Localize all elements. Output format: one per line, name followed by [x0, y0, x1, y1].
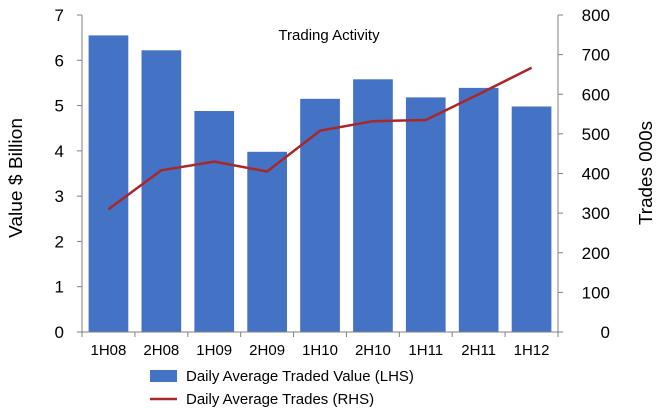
right-tick-label: 800 [582, 6, 610, 25]
legend: Daily Average Traded Value (LHS) Daily A… [150, 368, 414, 408]
left-tick-label: 1 [55, 278, 64, 297]
left-tick-label: 4 [55, 142, 64, 161]
bar-2H09 [247, 151, 287, 332]
x-tick-label: 1H09 [196, 342, 232, 359]
right-tick-label: 600 [582, 85, 610, 104]
bar-1H09 [194, 111, 235, 332]
legend-label-bar: Daily Average Traded Value (LHS) [186, 368, 414, 385]
bar-1H08 [88, 35, 129, 333]
bar-2H11 [458, 87, 499, 333]
x-tick-label: 1H11 [408, 342, 443, 359]
right-tick-label: 400 [582, 165, 610, 184]
trades-line [107, 66, 533, 211]
right-tick-label: 700 [582, 46, 610, 65]
left-tick-label: 3 [55, 187, 64, 206]
bar-1H12 [511, 106, 552, 332]
bar-1H11 [405, 97, 446, 333]
left-tick-label: 6 [55, 51, 64, 70]
right-axis-ticks: 0 100 200 300 400 500 600 700 800 [558, 6, 610, 342]
x-tick-label: 2H11 [461, 342, 496, 359]
right-tick-label: 0 [601, 323, 610, 342]
x-tick-label: 2H10 [355, 342, 391, 359]
left-tick-label: 2 [55, 232, 64, 251]
x-tick-label: 2H08 [143, 342, 179, 359]
right-tick-label: 200 [582, 244, 610, 263]
right-axis-title: Trades 000s [636, 121, 656, 225]
x-axis-ticks: 1H08 2H08 1H09 2H09 1H10 2H10 1H11 2H11 1H12 [81, 332, 559, 359]
chart-title: Trading Activity [278, 27, 380, 44]
left-tick-label: 7 [55, 6, 64, 25]
right-tick-label: 100 [582, 283, 610, 302]
line-series [107, 66, 533, 211]
x-tick-label: 2H09 [249, 342, 285, 359]
legend-label-line: Daily Average Trades (RHS) [186, 391, 374, 408]
x-tick-label: 1H10 [302, 342, 338, 359]
left-axis-ticks: 0 1 2 3 4 5 6 7 [55, 6, 82, 342]
x-tick-label: 1H12 [514, 342, 550, 359]
bar-2H08 [141, 50, 182, 333]
right-tick-label: 300 [582, 204, 610, 223]
bar-series [88, 35, 552, 333]
bar-1H10 [300, 98, 340, 332]
left-tick-label: 5 [55, 97, 64, 116]
left-axis-title: Value $ Billion [6, 118, 26, 238]
right-tick-label: 500 [582, 125, 610, 144]
x-tick-label: 1H08 [91, 342, 127, 359]
bar-2H10 [353, 79, 393, 332]
left-tick-label: 0 [55, 323, 64, 342]
legend-swatch-bar [150, 370, 177, 382]
